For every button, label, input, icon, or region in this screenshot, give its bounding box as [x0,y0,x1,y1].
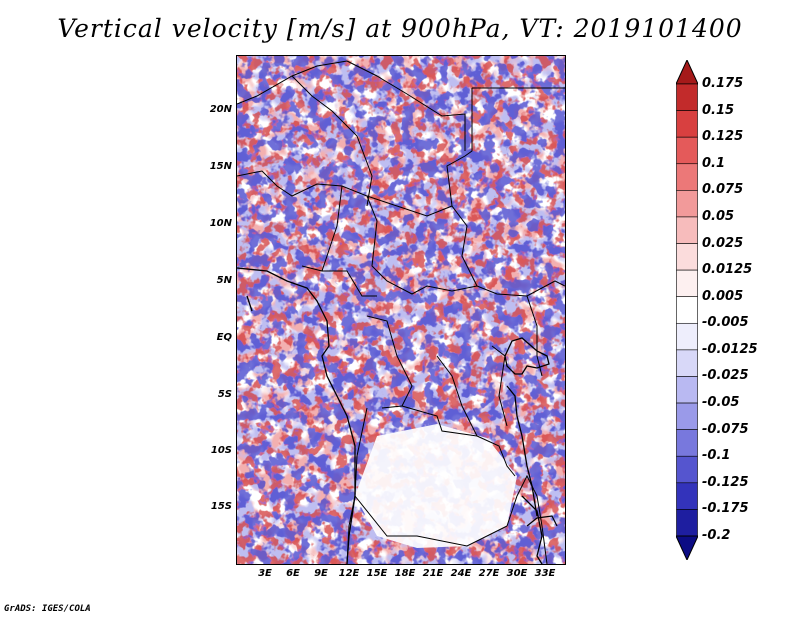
colorbar-label: 0.0125 [702,262,753,278]
colorbar-label: 0.15 [702,102,735,118]
lat-label-10s: 10S [210,445,232,456]
lat-label-10n: 10N [209,218,232,229]
colorbar-band [676,402,698,430]
lon-label-12e: 12E [338,568,360,579]
lon-label-18e: 18E [394,568,416,579]
coastline [237,267,550,564]
colorbar-band [676,163,698,191]
lat-label-15n: 15N [209,161,232,172]
colorbar-label: -0.125 [702,474,749,490]
lon-label-30e: 30E [506,568,528,579]
lake-shoreline [526,515,558,527]
lon-label-6e: 6E [286,568,300,579]
colorbar-label: -0.025 [702,368,749,384]
colorbar-band [676,349,698,377]
colorbar-label: -0.0125 [702,341,758,357]
colorbar-band [676,269,698,298]
lat-label-15s: 15S [210,501,232,512]
colorbar-label: 0.125 [702,129,744,145]
colorbar-band [676,429,698,457]
colorbar-cap-top [676,60,698,85]
lon-label-33e: 33E [534,568,556,579]
colorbar-band [676,322,698,351]
lat-label-20n: 20N [209,104,232,115]
colorbar-band [676,243,698,271]
colorbar-cap-bottom [676,535,698,560]
lon-label-15e: 15E [366,568,388,579]
lon-label-24e: 24E [450,568,472,579]
lat-label-eq: EQ [216,332,232,343]
colorbar-band [676,190,698,218]
colorbar-label: 0.005 [702,288,744,304]
map-panel [236,55,566,565]
colorbar-label: -0.175 [702,501,749,517]
colorbar-label: 0.05 [702,208,735,224]
colorbar-band [676,110,698,138]
lon-label-27e: 27E [478,568,500,579]
colorbar-label: 0.025 [702,235,744,251]
credit-text: GrADS: IGES/COLA [4,604,91,614]
colorbar-band [676,482,698,510]
colorbar-band [676,296,698,324]
lon-label-3e: 3E [258,568,272,579]
colorbar-label: -0.05 [702,395,740,411]
lat-label-5s: 5S [217,389,232,400]
colorbar-band [676,455,698,484]
country-borders [237,60,565,564]
colorbar-band [676,216,698,244]
colorbar-label: 0.1 [702,155,726,171]
colorbar-label: -0.075 [702,421,749,437]
lon-label-9e: 9E [314,568,328,579]
lat-label-5n: 5N [216,275,232,286]
colorbar [676,60,698,560]
colorbar-band [676,83,698,111]
colorbar-band [676,376,698,404]
chart-title: Vertical velocity [m/s] at 900hPa, VT: 2… [57,14,743,43]
lon-label-21e: 21E [422,568,444,579]
vertical-velocity-field [237,56,565,564]
colorbar-label: -0.005 [702,315,749,331]
colorbar-band [676,136,698,165]
colorbar-label: -0.2 [702,528,731,543]
colorbar-label: -0.1 [702,448,731,464]
colorbar-label: 0.075 [702,182,744,198]
colorbar-band [676,509,698,537]
colorbar-label: 0.175 [702,76,744,91]
